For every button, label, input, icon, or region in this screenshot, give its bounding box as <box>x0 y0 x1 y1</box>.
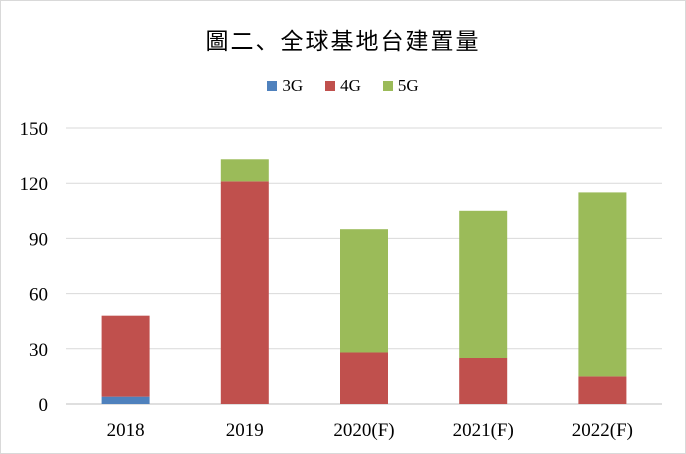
bar-4g-2 <box>340 352 388 404</box>
y-tick-label-0: 0 <box>39 395 49 416</box>
x-tick-label-2: 2020(F) <box>333 420 394 441</box>
legend-label-5g: 5G <box>397 76 419 95</box>
y-tick-label-90: 90 <box>29 229 48 250</box>
bar-4g-3 <box>459 358 508 404</box>
x-tick-label-1: 2019 <box>226 420 264 441</box>
bar-4g-4 <box>578 376 627 404</box>
legend: 3G 4G 5G <box>0 76 686 96</box>
legend-label-3g: 3G <box>282 76 304 95</box>
y-tick-label-120: 120 <box>20 174 49 195</box>
bar-3g-0 <box>101 396 150 404</box>
bar-4g-1 <box>220 181 269 404</box>
legend-swatch-5g <box>382 81 393 91</box>
bar-5g-1 <box>220 159 269 182</box>
y-tick-label-150: 150 <box>20 119 49 140</box>
legend-swatch-3g <box>267 81 278 91</box>
legend-item-5g: 5G <box>382 76 419 96</box>
y-tick-label-60: 60 <box>29 285 48 306</box>
chart-title: 圖二、全球基地台建置量 <box>205 29 481 55</box>
bar-4g-0 <box>101 315 150 397</box>
x-tick-label-0: 2018 <box>107 420 145 441</box>
x-tick-label-3: 2021(F) <box>453 420 514 441</box>
legend-item-4g: 4G <box>325 76 361 96</box>
bar-5g-3 <box>459 210 508 358</box>
legend-item-3g: 3G <box>267 76 303 96</box>
bar-5g-4 <box>578 192 627 377</box>
y-tick-label-30: 30 <box>29 340 48 361</box>
legend-swatch-4g <box>325 81 336 91</box>
bar-5g-2 <box>340 229 388 353</box>
legend-label-4g: 4G <box>340 76 361 95</box>
x-tick-label-4: 2022(F) <box>572 420 633 441</box>
